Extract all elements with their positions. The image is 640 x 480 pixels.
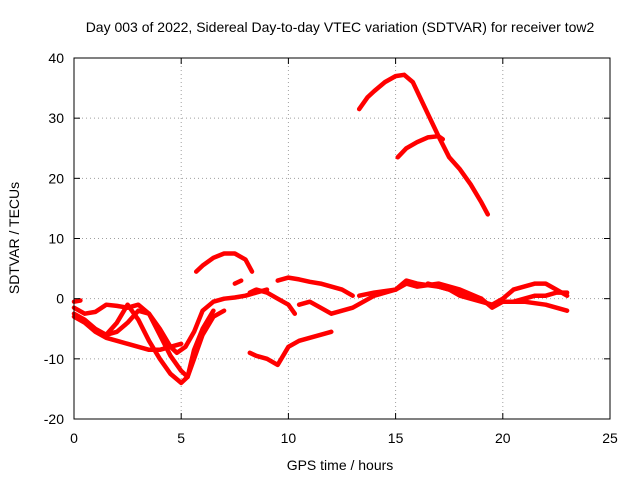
- series-line-arc-3: [71, 314, 184, 353]
- axis-ticks: 0 5 10 15 20 25 -20 -10 0 10 20 30 40: [44, 50, 618, 446]
- y-tick-label: 20: [48, 170, 64, 186]
- x-tick-label: 15: [388, 430, 404, 446]
- series-line-arc-11: [296, 281, 570, 316]
- y-tick-label: 10: [48, 231, 64, 247]
- series-line-arc-14: [511, 290, 570, 304]
- series-line-arc-7: [232, 278, 244, 286]
- series-line-arc-6: [193, 251, 255, 274]
- series-line-arc-10: [275, 275, 355, 298]
- y-tick-label: -10: [44, 351, 64, 367]
- series-line-arc-5: [71, 298, 83, 304]
- y-tick-label: 30: [48, 110, 64, 126]
- series-line-arc-9: [247, 329, 334, 368]
- series-line-arc-16: [395, 133, 446, 160]
- series-line-arc-4: [103, 302, 216, 386]
- grid-lines: [74, 58, 610, 419]
- x-axis-label: GPS time / hours: [287, 457, 394, 473]
- y-tick-label: 0: [56, 291, 64, 307]
- series-line-arc-15: [356, 72, 491, 217]
- data-series: [71, 72, 570, 386]
- series-line-arc-13: [425, 281, 570, 307]
- y-axis-label: SDTVAR / TECUs: [6, 182, 22, 294]
- x-tick-label: 5: [177, 430, 185, 446]
- series-line-arc-8: [247, 287, 298, 316]
- x-tick-label: 20: [495, 430, 511, 446]
- y-tick-label: 40: [48, 50, 64, 66]
- y-tick-label: -20: [44, 411, 64, 427]
- x-tick-label: 25: [602, 430, 618, 446]
- series-line-arc-1: [71, 287, 270, 356]
- series-line-arc-2: [71, 308, 227, 380]
- x-tick-label: 0: [70, 430, 78, 446]
- chart-title: Day 003 of 2022, Sidereal Day-to-day VTE…: [86, 19, 595, 35]
- x-tick-label: 10: [281, 430, 297, 446]
